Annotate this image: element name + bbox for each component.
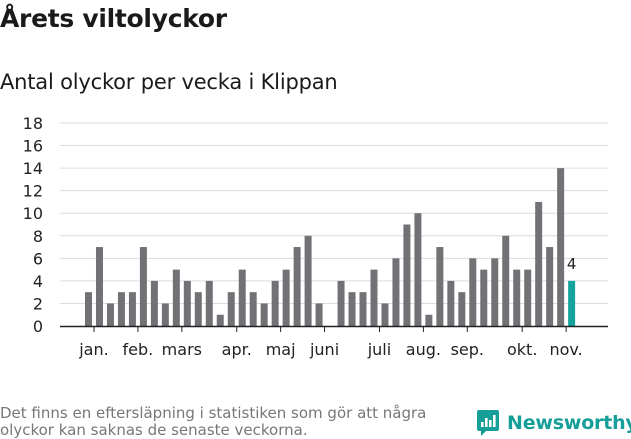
y-tick-label: 6 [33,249,43,268]
bar [85,292,92,326]
chart-title: Årets viltolyckor [0,4,227,33]
bar [491,258,499,326]
x-tick-label: juli [367,340,391,359]
bar [403,224,411,326]
y-tick-label: 4 [33,272,43,291]
y-tick-label: 8 [33,227,43,246]
y-tick-label: 12 [23,182,43,201]
bar [227,292,235,326]
bar [95,247,103,326]
bar [183,280,191,326]
x-tick-label: sep. [451,340,484,359]
y-tick-label: 10 [23,204,43,223]
x-tick-label: jan. [78,340,108,359]
y-tick-label: 2 [33,294,43,313]
newsworthy-logo-icon [477,410,499,436]
bar [216,314,224,326]
bar [502,235,510,326]
bar [271,280,279,326]
brand-logo[interactable]: Newsworthy [476,408,631,438]
bar [458,292,466,326]
bar [546,247,554,326]
brand-name: Newsworthy [507,412,631,434]
bar [282,269,290,326]
bar [205,280,213,326]
y-tick-label: 14 [23,159,43,178]
chart-subtitle: Antal olyckor per vecka i Klippan [0,70,338,94]
bar [381,303,389,326]
bar [315,303,323,326]
data-label: 4 [567,255,577,273]
x-tick-label: okt. [507,340,537,359]
bar [436,247,444,326]
bar-chart: 0 2 4 6 8 10 12 14 16 18 4 jan. feb. mars apr. maj juni j… [23,114,608,359]
x-tick-label: maj [266,340,296,359]
x-tick-label: mars [162,340,202,359]
bar [304,235,312,326]
x-tick-label: aug. [406,340,441,359]
bar [194,292,202,326]
bar [172,269,180,326]
bar [513,269,521,326]
bar [557,168,565,326]
footnote: Det finns en eftersläpning i statistiken… [0,404,427,439]
bar [139,247,147,326]
bar [469,258,477,326]
bar [414,213,422,326]
bar [238,269,246,326]
x-tick-label: nov. [550,340,583,359]
x-tick-label: juni [309,340,339,359]
bar [535,201,543,326]
y-tick-label: 16 [23,137,43,156]
bar-highlight [568,280,576,326]
bar [348,292,356,326]
bar [106,303,114,326]
bar [480,269,488,326]
x-tick-label: apr. [222,340,252,359]
bar [293,247,301,326]
y-tick-label: 18 [23,114,43,133]
bar [150,280,158,326]
bar [249,292,257,326]
bar [117,292,125,326]
bar [260,303,268,326]
x-tick-label: feb. [123,340,154,359]
bar [425,314,433,326]
bar [392,258,400,326]
bar [447,280,455,326]
bar [128,292,136,326]
bar [524,269,532,326]
bar [370,269,378,326]
bar [359,292,367,326]
y-tick-label: 0 [33,317,43,336]
bar [161,303,169,326]
bar [337,280,345,326]
